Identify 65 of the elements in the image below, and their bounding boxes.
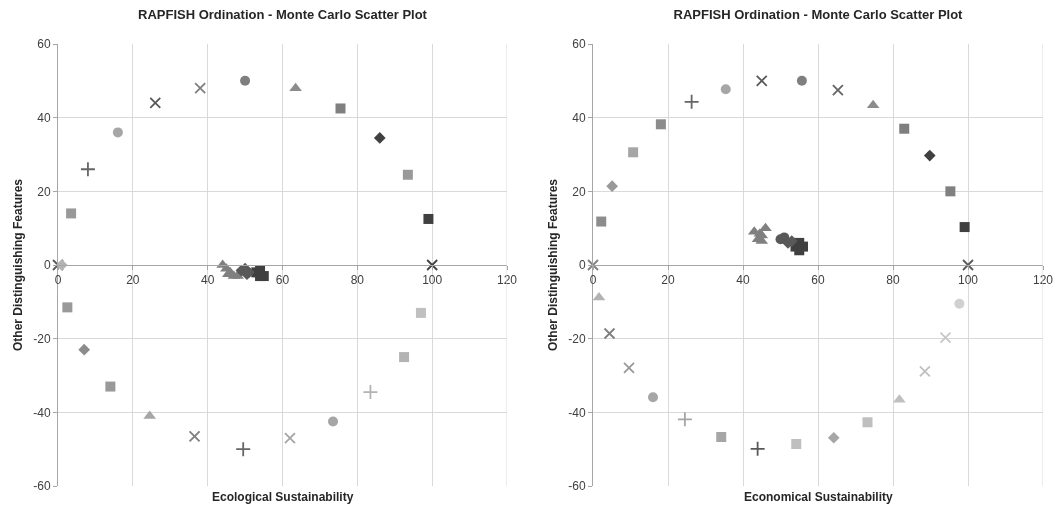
point <box>402 169 413 180</box>
point <box>235 441 252 458</box>
x-tick-label: 100 <box>422 273 443 288</box>
x-tick-label: 100 <box>957 273 979 288</box>
x-tick-label: 120 <box>496 273 518 288</box>
point <box>655 119 666 130</box>
x-tick-label: 60 <box>811 273 825 288</box>
point <box>628 147 639 158</box>
x-tick-label: 60 <box>275 273 290 288</box>
y-tick-label: 40 <box>572 110 586 125</box>
point <box>962 259 974 271</box>
point <box>918 365 931 378</box>
point <box>80 161 96 178</box>
x-tick-label: 120 <box>1032 273 1054 288</box>
x-tick-label: 0 <box>589 273 597 288</box>
y-tick-label: -40 <box>33 405 51 420</box>
point <box>862 417 873 428</box>
point <box>899 123 910 134</box>
point <box>791 439 802 450</box>
point <box>592 291 606 301</box>
y-tick-label: -20 <box>33 331 51 346</box>
point <box>362 384 379 400</box>
y-tick-label: -40 <box>568 405 586 420</box>
point <box>683 93 700 110</box>
point <box>606 180 618 193</box>
point <box>796 75 807 86</box>
y-tick-label: 0 <box>43 258 51 273</box>
point <box>62 302 73 313</box>
y-tick-label: 60 <box>37 37 51 52</box>
point <box>623 361 635 374</box>
y-tick-label: 0 <box>578 258 586 273</box>
point <box>596 216 607 227</box>
point <box>716 432 727 443</box>
y-tick-label: -60 <box>33 479 51 494</box>
y-tick-label: 40 <box>37 110 51 125</box>
x-tick-label: 80 <box>350 273 365 288</box>
y-tick-label: 20 <box>572 184 586 199</box>
chart-title: RAPFISH Ordination - Monte Carlo Scatter Plot <box>673 7 964 23</box>
x-tick-label: 40 <box>736 273 750 288</box>
y-tick-label: 20 <box>37 184 51 199</box>
point <box>328 416 339 427</box>
point <box>112 127 123 138</box>
point <box>939 331 952 344</box>
chart-title: RAPFISH Ordination - Monte Carlo Scatter Plot <box>138 7 428 23</box>
x-axis-title: Ecological Sustainability <box>212 490 354 504</box>
x-tick-label: 0 <box>54 273 62 288</box>
x-tick-label: 80 <box>886 273 900 288</box>
y-axis-title: Other Distinguishing Features <box>10 178 25 352</box>
point <box>194 82 207 95</box>
y-axis-title: Other Distinguishing Features <box>545 178 560 352</box>
x-tick-label: 40 <box>200 273 215 288</box>
point <box>399 352 410 363</box>
y-tick-label: 60 <box>572 37 586 52</box>
point <box>78 343 91 356</box>
point <box>415 307 426 318</box>
point <box>603 327 616 340</box>
point <box>66 208 77 219</box>
x-tick-label: 20 <box>126 273 140 288</box>
y-tick-label: -20 <box>568 331 586 346</box>
y-tick-label: -60 <box>568 479 586 494</box>
point <box>755 74 768 87</box>
x-tick-label: 20 <box>661 273 675 288</box>
point <box>188 430 201 443</box>
x-axis-title: Economical Sustainability <box>744 490 894 504</box>
point <box>954 298 965 309</box>
